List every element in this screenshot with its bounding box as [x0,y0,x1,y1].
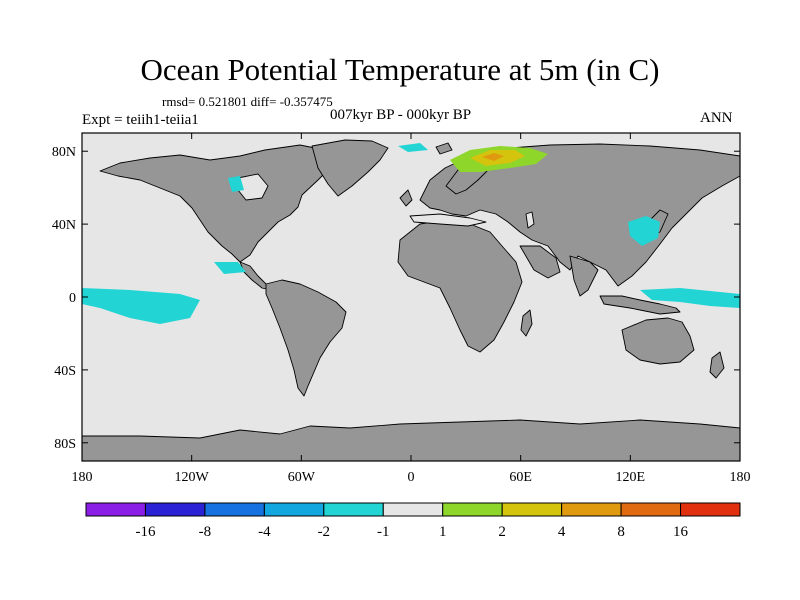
lat-tick-label: 40S [54,364,76,379]
caspian-sea [525,211,535,229]
plot-title: Ocean Potential Temperature at 5m (in C) [140,52,660,87]
colorbar-label: 8 [617,524,625,540]
lon-tick-label: 0 [408,470,415,485]
colorbar-box [144,502,206,517]
west-pacific-cool-patch [640,288,740,308]
south-america-land [265,279,347,397]
colorbar-label: -4 [258,524,271,540]
colorbar-box [680,502,741,517]
east-asia-cool-patch [628,216,660,246]
greenland-land [311,139,389,197]
lon-tick-label: 180 [72,470,93,485]
eurasia-land [419,143,740,287]
lat-tick-label: 40N [52,218,76,233]
colorbar-label: -8 [199,524,212,540]
barents-hot-spot [482,153,504,161]
experiment-label: Expt = teiih1-teiia1 [82,112,199,128]
axis-labels: 80N 40N 0 40S 80S 180 120W 60W 0 60E 120E 180 [52,145,751,485]
colorbar-box [620,502,682,517]
india-land [569,255,599,297]
mediterranean-sea [409,213,487,227]
lat-tick-label: 80S [54,437,76,452]
colorbar-box [561,502,622,517]
lon-tick-label: 60W [288,470,316,485]
colorbar-box [501,502,563,517]
colorbar-box [382,502,444,517]
australia-land [621,317,695,365]
lon-tick-label: 120E [616,470,646,485]
tropical-pacific-cool-patch [82,288,200,324]
stats-line: rmsd= 0.521801 diff= -0.357475 [162,94,333,109]
madagascar-land [520,309,533,337]
africa-land [397,219,523,353]
lon-tick-label: 60E [509,470,532,485]
north-america-land [99,144,341,263]
antarctica-land [82,419,740,461]
colorbar-box [85,502,146,517]
new-zealand-land [709,351,725,379]
labrador-cool-patch [228,176,244,192]
colorbar-box [263,502,325,517]
indonesia-land [599,295,681,315]
colorbar-box [323,502,384,517]
season-label: ANN [700,110,733,126]
lat-tick-label: 0 [69,291,76,306]
colorbar-label: 4 [558,524,566,540]
lon-tick-label: 180 [730,470,751,485]
colorbar-label: 16 [673,524,689,540]
colorbar-label: -16 [135,524,155,540]
colorbar-label: 1 [439,524,447,540]
arabia-land [519,245,561,279]
lat-tick-label: 80N [52,145,76,160]
period-label: 007kyr BP - 000kyr BP [330,107,472,123]
colorbar-box [442,502,503,517]
lon-tick-label: 120W [175,470,210,485]
colorbar-box [204,502,265,517]
anomaly-shading [82,143,740,324]
colorbar-label: -1 [377,524,390,540]
greenland-cool-patch [398,143,428,152]
axis-ticks [81,133,741,461]
uk-land [399,189,413,207]
colorbar-label: 2 [498,524,506,540]
colorbar-label: -2 [318,524,331,540]
caribbean-cool-patch [214,262,246,274]
svalbard-land [435,142,453,155]
